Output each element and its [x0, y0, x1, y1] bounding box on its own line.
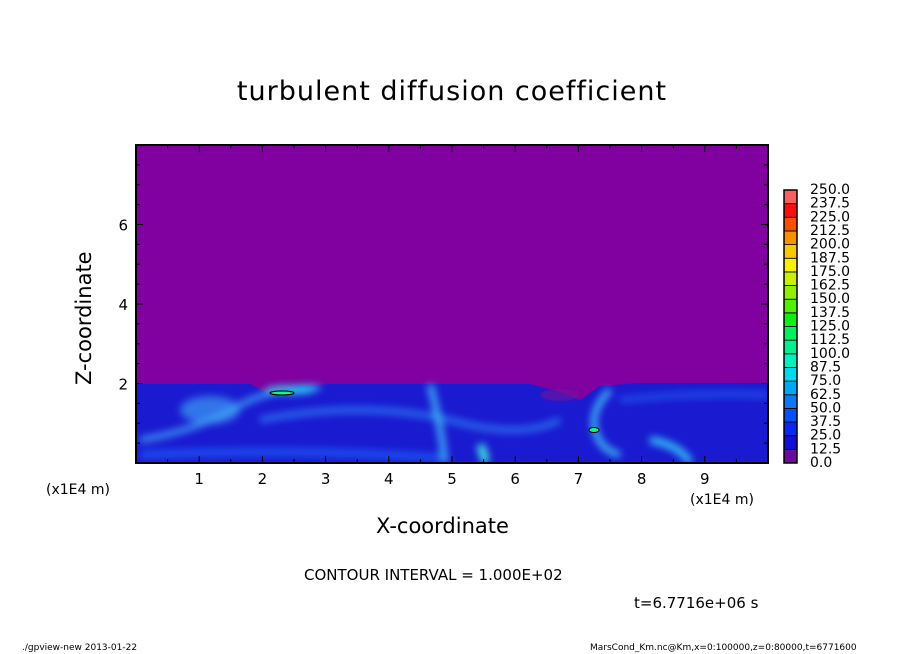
contour-100-b — [588, 427, 600, 433]
x-tick-label: 6 — [510, 470, 520, 488]
colorbar-bin — [783, 312, 798, 327]
colorbar-label: 75.0 — [810, 373, 841, 389]
colorbar-label: 237.5 — [810, 196, 850, 212]
colorbar-bin — [783, 244, 798, 259]
colorbar-bin — [783, 285, 798, 300]
field — [136, 145, 768, 463]
colorbar-label: 212.5 — [810, 223, 850, 239]
x-tick-label: 9 — [700, 470, 710, 488]
colorbar-bin — [783, 257, 798, 273]
time-label: t=6.7716e+06 s — [634, 594, 759, 612]
x-tick-label: 1 — [194, 470, 204, 488]
y-tick-label: 2 — [118, 376, 128, 394]
x-tick-label: 2 — [258, 470, 268, 488]
x-tick-label: 8 — [637, 470, 647, 488]
colorbar-bin — [783, 339, 798, 355]
colorbar-label: 175.0 — [810, 264, 850, 280]
contour-100-a — [269, 390, 295, 396]
chart-title: turbulent diffusion coefficient — [236, 76, 668, 107]
colorbar-label: 50.0 — [810, 400, 841, 416]
colorbar-label: 200.0 — [810, 237, 850, 253]
contour-interval: CONTOUR INTERVAL = 1.000E+02 — [304, 566, 563, 584]
colorbar-frame — [783, 189, 798, 464]
colorbar-label: 37.5 — [810, 414, 841, 430]
x-axis-label: X-coordinate — [376, 514, 509, 538]
colorbar-label: 112.5 — [810, 332, 850, 348]
colorbar-bin — [783, 367, 798, 382]
x-unit-right: (x1E4 m) — [690, 492, 754, 508]
colorbar-label: 250.0 — [810, 182, 850, 198]
colorbar-bin — [783, 448, 798, 464]
colorbar-bin — [783, 271, 798, 286]
colorbar-label: 62.5 — [810, 387, 841, 403]
colorbar-bin — [783, 394, 798, 409]
colorbar-bin — [783, 298, 798, 314]
colorbar-bin — [783, 421, 798, 437]
x-unit-left: (x1E4 m) — [46, 482, 110, 498]
x-tick-label: 3 — [321, 470, 331, 488]
colorbar-label: 0.0 — [810, 455, 832, 471]
y-axis-label: Z-coordinate — [72, 251, 96, 385]
colorbar-label: 25.0 — [810, 428, 841, 444]
colorbar-label: 137.5 — [810, 305, 850, 321]
colorbar-label: 187.5 — [810, 250, 850, 266]
colorbar-label: 125.0 — [810, 319, 850, 335]
colorbar-bin — [783, 230, 798, 245]
colorbar-label: 150.0 — [810, 291, 850, 307]
colorbar-bin — [783, 189, 798, 205]
x-tick-label: 4 — [384, 470, 394, 488]
colorbar-label: 162.5 — [810, 278, 850, 294]
colorbar-label: 12.5 — [810, 441, 841, 457]
x-tick-label: 7 — [574, 470, 584, 488]
colorbar-label: 100.0 — [810, 346, 850, 362]
colorbar-label: 225.0 — [810, 209, 850, 225]
colorbar-label: 87.5 — [810, 359, 841, 375]
colorbar-bin — [783, 407, 798, 423]
footer-right: MarsCond_Km.nc@Km,x=0:100000,z=0:80000,t… — [590, 643, 857, 653]
colorbar-bin — [783, 203, 798, 218]
footer-left: ./gpview-new 2013-01-22 — [22, 643, 138, 653]
y-tick-label: 6 — [118, 217, 128, 235]
colorbar-bin — [783, 435, 798, 450]
colorbar-bin — [783, 353, 798, 368]
y-tick-label: 4 — [118, 296, 128, 314]
colorbar-bin — [783, 326, 798, 341]
x-tick-label: 5 — [447, 470, 457, 488]
colorbar-bin — [783, 216, 798, 232]
colorbar-bin — [783, 380, 798, 396]
